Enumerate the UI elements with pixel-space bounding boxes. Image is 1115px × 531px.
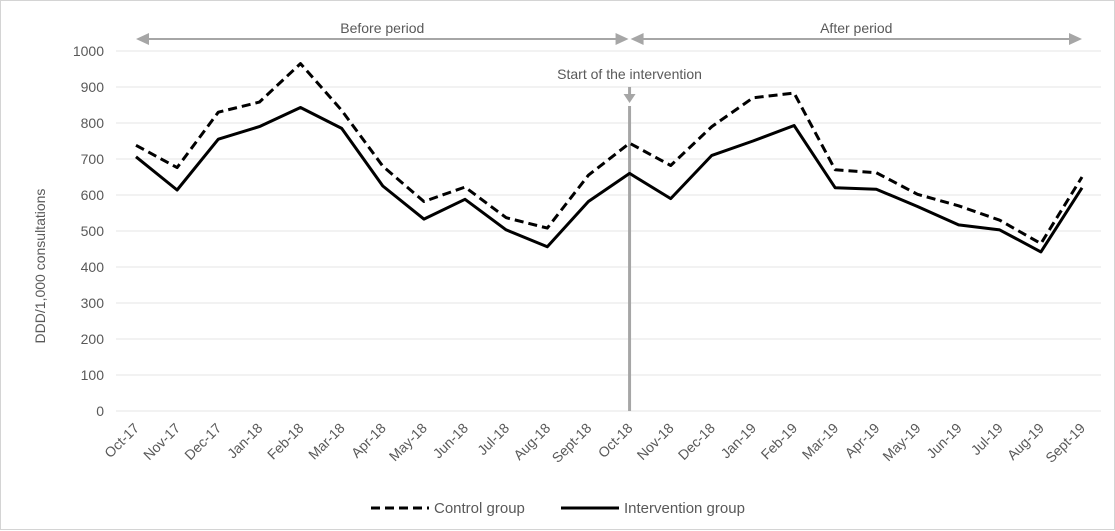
x-tick-label: Nov-18	[634, 420, 677, 463]
x-tick-label: Jun-18	[430, 420, 472, 462]
x-tick-label: Oct-18	[595, 420, 636, 461]
intervention-arrowhead	[623, 94, 636, 103]
annotation-layer: Before period After period Start of the in…	[136, 20, 1082, 411]
grid-layer	[116, 50, 1101, 412]
x-tick-label: May-18	[386, 420, 430, 464]
y-tick-label: 400	[81, 259, 105, 275]
x-tick-label: Jul-19	[968, 420, 1006, 458]
x-tick-label: Jan-19	[717, 420, 759, 462]
y-tick-label: 500	[81, 223, 105, 239]
y-tick-label: 0	[96, 403, 104, 419]
y-tick-label: 600	[81, 187, 105, 203]
after-period-arrowhead-right	[1069, 33, 1082, 45]
before-period-arrowhead-left	[136, 33, 149, 45]
x-tick-label: Aug-18	[510, 420, 553, 463]
x-tick-label: Oct-17	[101, 420, 142, 461]
before-period-arrowhead-right	[615, 33, 629, 45]
legend-label-intervention-group: Intervention group	[624, 500, 745, 517]
x-tick-label: Mar-19	[799, 420, 842, 463]
x-tick-label: Sept-18	[549, 420, 595, 466]
y-tick-label: 200	[81, 331, 105, 347]
x-tick-label: Feb-19	[758, 420, 801, 463]
x-tick-label: Apr-19	[841, 420, 882, 461]
after-period-label: After period	[820, 20, 892, 36]
intervention-label: Start of the intervention	[557, 66, 702, 82]
x-tick-label: Apr-18	[348, 420, 389, 461]
series-layer	[135, 62, 1084, 254]
after-period-arrowhead-left	[630, 33, 644, 45]
y-tick-label: 300	[81, 295, 105, 311]
x-tick-label: Jun-19	[923, 420, 965, 462]
y-axis-label: DDD/1,000 consultations	[32, 189, 48, 344]
intervention-group-line	[135, 106, 1084, 254]
legend-label-control-group: Control group	[434, 500, 525, 517]
y-tick-label: 100	[81, 367, 105, 383]
x-tick-label: Sept-19	[1042, 420, 1088, 466]
x-tick-label: Mar-18	[305, 420, 348, 463]
legend: Control group Intervention group	[371, 500, 745, 517]
x-tick-label: May-19	[879, 420, 923, 464]
y-tick-label: 900	[81, 79, 105, 95]
y-tick-labels: 0 100 200 300 400 500 600 700 800 900 1000	[73, 43, 104, 419]
x-tick-label: Feb-18	[264, 420, 307, 463]
x-tick-label: Dec-18	[675, 420, 718, 463]
before-period-label: Before period	[340, 20, 424, 36]
x-tick-label: Nov-17	[140, 420, 183, 463]
y-tick-label: 800	[81, 115, 105, 131]
x-tick-label: Jan-18	[224, 420, 266, 462]
y-tick-label: 700	[81, 151, 105, 167]
x-tick-label: Aug-19	[1004, 420, 1047, 463]
x-tick-label: Jul-18	[474, 420, 512, 458]
x-tick-label: Dec-17	[181, 420, 224, 463]
y-tick-label: 1000	[73, 43, 104, 59]
control-group-line	[135, 62, 1084, 246]
